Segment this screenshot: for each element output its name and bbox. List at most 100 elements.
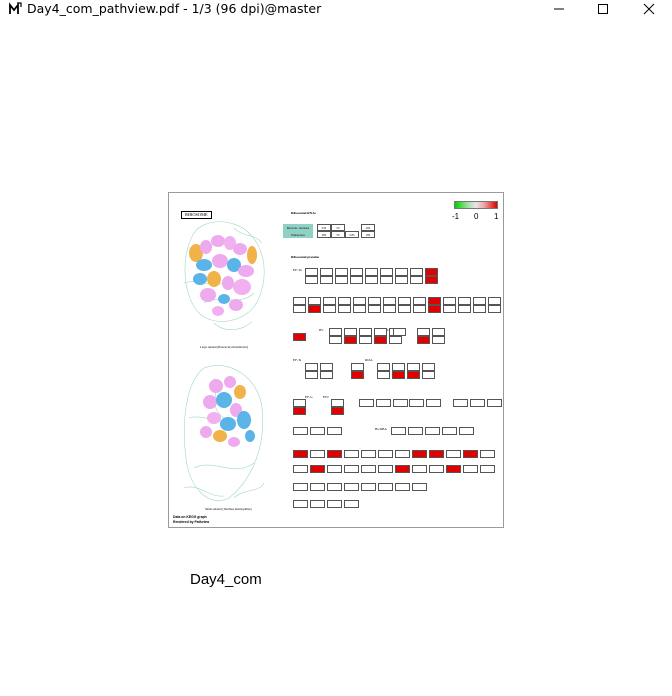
group-label: IF1 xyxy=(319,328,324,332)
protein-node xyxy=(443,305,456,313)
protein-node xyxy=(395,450,410,458)
footer-line-2: Rendered by Pathview xyxy=(173,520,210,524)
minimize-button[interactable] xyxy=(536,0,582,18)
protein-node xyxy=(305,276,318,284)
protein-node xyxy=(344,465,359,473)
protein-node xyxy=(308,297,321,305)
protein-node xyxy=(293,500,308,508)
protein-node xyxy=(428,297,441,305)
protein-node xyxy=(327,450,342,458)
protein-node xyxy=(351,371,364,379)
protein-node xyxy=(410,276,423,284)
protein-node xyxy=(412,483,427,491)
protein-node xyxy=(293,450,308,458)
protein-node xyxy=(380,276,393,284)
protein-node xyxy=(323,297,336,305)
protein-node xyxy=(293,465,308,473)
color-legend-bar xyxy=(454,201,498,209)
protein-node xyxy=(422,371,435,379)
protein-node xyxy=(353,297,366,305)
map-title: RIBOSOME xyxy=(181,211,212,219)
protein-node xyxy=(407,371,420,379)
protein-node xyxy=(344,450,359,458)
group-label: EF-G xyxy=(305,395,313,399)
rrna-section-title: Ribosomal RNAs xyxy=(291,211,316,215)
protein-node xyxy=(377,363,390,371)
group-label: EF-Tu xyxy=(293,268,302,272)
protein-node xyxy=(365,276,378,284)
group-label: EF-Ts xyxy=(293,358,302,362)
legend-max: 1 xyxy=(494,212,499,221)
protein-node xyxy=(391,427,406,435)
protein-node xyxy=(327,483,342,491)
protein-node xyxy=(378,465,393,473)
protein-node xyxy=(305,268,318,276)
rrna-cell: 5S xyxy=(331,224,345,231)
protein-node xyxy=(393,328,406,336)
maximize-button[interactable] xyxy=(580,0,626,18)
close-button[interactable] xyxy=(626,0,672,18)
protein-node xyxy=(463,465,478,473)
protein-node xyxy=(376,399,391,407)
protein-node xyxy=(359,328,372,336)
protein-node xyxy=(425,276,438,284)
protein-node xyxy=(488,297,501,305)
protein-node xyxy=(417,328,430,336)
protein-node xyxy=(432,328,445,336)
protein-node xyxy=(327,500,342,508)
protein-node xyxy=(368,297,381,305)
protein-node xyxy=(310,500,325,508)
protein-node xyxy=(331,399,344,407)
protein-node xyxy=(293,483,308,491)
protein-node xyxy=(305,363,318,371)
rrna-cell: 18S xyxy=(361,231,375,238)
protein-node xyxy=(327,427,342,435)
protein-node xyxy=(320,268,333,276)
protein-node xyxy=(378,450,393,458)
protein-node xyxy=(323,305,336,313)
protein-node xyxy=(429,465,444,473)
protein-node xyxy=(327,465,342,473)
protein-node xyxy=(361,450,376,458)
protein-node xyxy=(398,297,411,305)
protein-node xyxy=(310,483,325,491)
title-bar: Day4_com_pathview.pdf - 1/3 (96 dpi)@mas… xyxy=(0,0,672,18)
protein-node xyxy=(361,465,376,473)
rrna-cell: 5S xyxy=(331,231,345,238)
rrna-row-eukaryotes: Eukaryotes xyxy=(283,231,313,238)
protein-node xyxy=(393,399,408,407)
protein-node xyxy=(407,363,420,371)
footer-line-1: Data on KEGG graph xyxy=(173,515,207,519)
close-icon xyxy=(643,3,655,15)
protein-node xyxy=(293,399,306,407)
protein-node xyxy=(378,483,393,491)
protein-node xyxy=(344,336,357,344)
maximize-icon xyxy=(598,4,608,14)
small-subunit-structure-image xyxy=(183,365,265,501)
group-label: Ba/OBA xyxy=(375,427,387,431)
protein-node xyxy=(412,465,427,473)
document-viewport[interactable]: RIBOSOME xyxy=(0,18,672,696)
legend-min: -1 xyxy=(452,212,460,221)
protein-node xyxy=(374,328,387,336)
protein-node xyxy=(350,268,363,276)
protein-node xyxy=(305,371,318,379)
protein-node xyxy=(329,336,342,344)
protein-node xyxy=(293,333,306,341)
protein-node xyxy=(293,305,306,313)
large-subunit-structure-image xyxy=(183,221,265,330)
protein-node xyxy=(310,450,325,458)
group-label: RbfA xyxy=(365,358,373,362)
protein-node xyxy=(425,268,438,276)
small-subunit-label: Small subunit (Thermus thermophilus) xyxy=(205,507,252,511)
protein-node xyxy=(310,465,325,473)
protein-node xyxy=(432,336,445,344)
protein-node xyxy=(395,483,410,491)
protein-node xyxy=(417,336,430,344)
protein-node xyxy=(344,328,357,336)
protein-node xyxy=(353,305,366,313)
protein-node xyxy=(389,336,402,344)
legend-mid: 0 xyxy=(474,212,479,221)
rrna-cell: 23S xyxy=(317,224,331,231)
protein-node xyxy=(442,427,457,435)
